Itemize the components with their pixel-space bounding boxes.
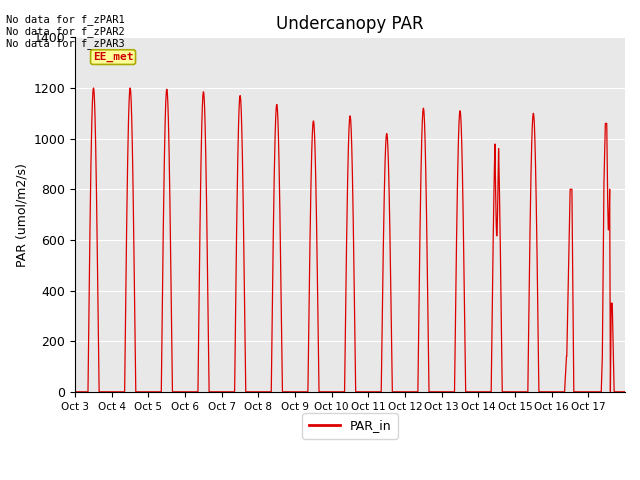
Text: No data for f_zPAR2: No data for f_zPAR2	[6, 25, 125, 36]
Legend: PAR_in: PAR_in	[302, 413, 398, 439]
Text: No data for f_zPAR1: No data for f_zPAR1	[6, 13, 125, 24]
Text: EE_met: EE_met	[93, 52, 133, 62]
Title: Undercanopy PAR: Undercanopy PAR	[276, 15, 424, 33]
Y-axis label: PAR (umol/m2/s): PAR (umol/m2/s)	[15, 163, 28, 266]
Text: No data for f_zPAR3: No data for f_zPAR3	[6, 37, 125, 48]
